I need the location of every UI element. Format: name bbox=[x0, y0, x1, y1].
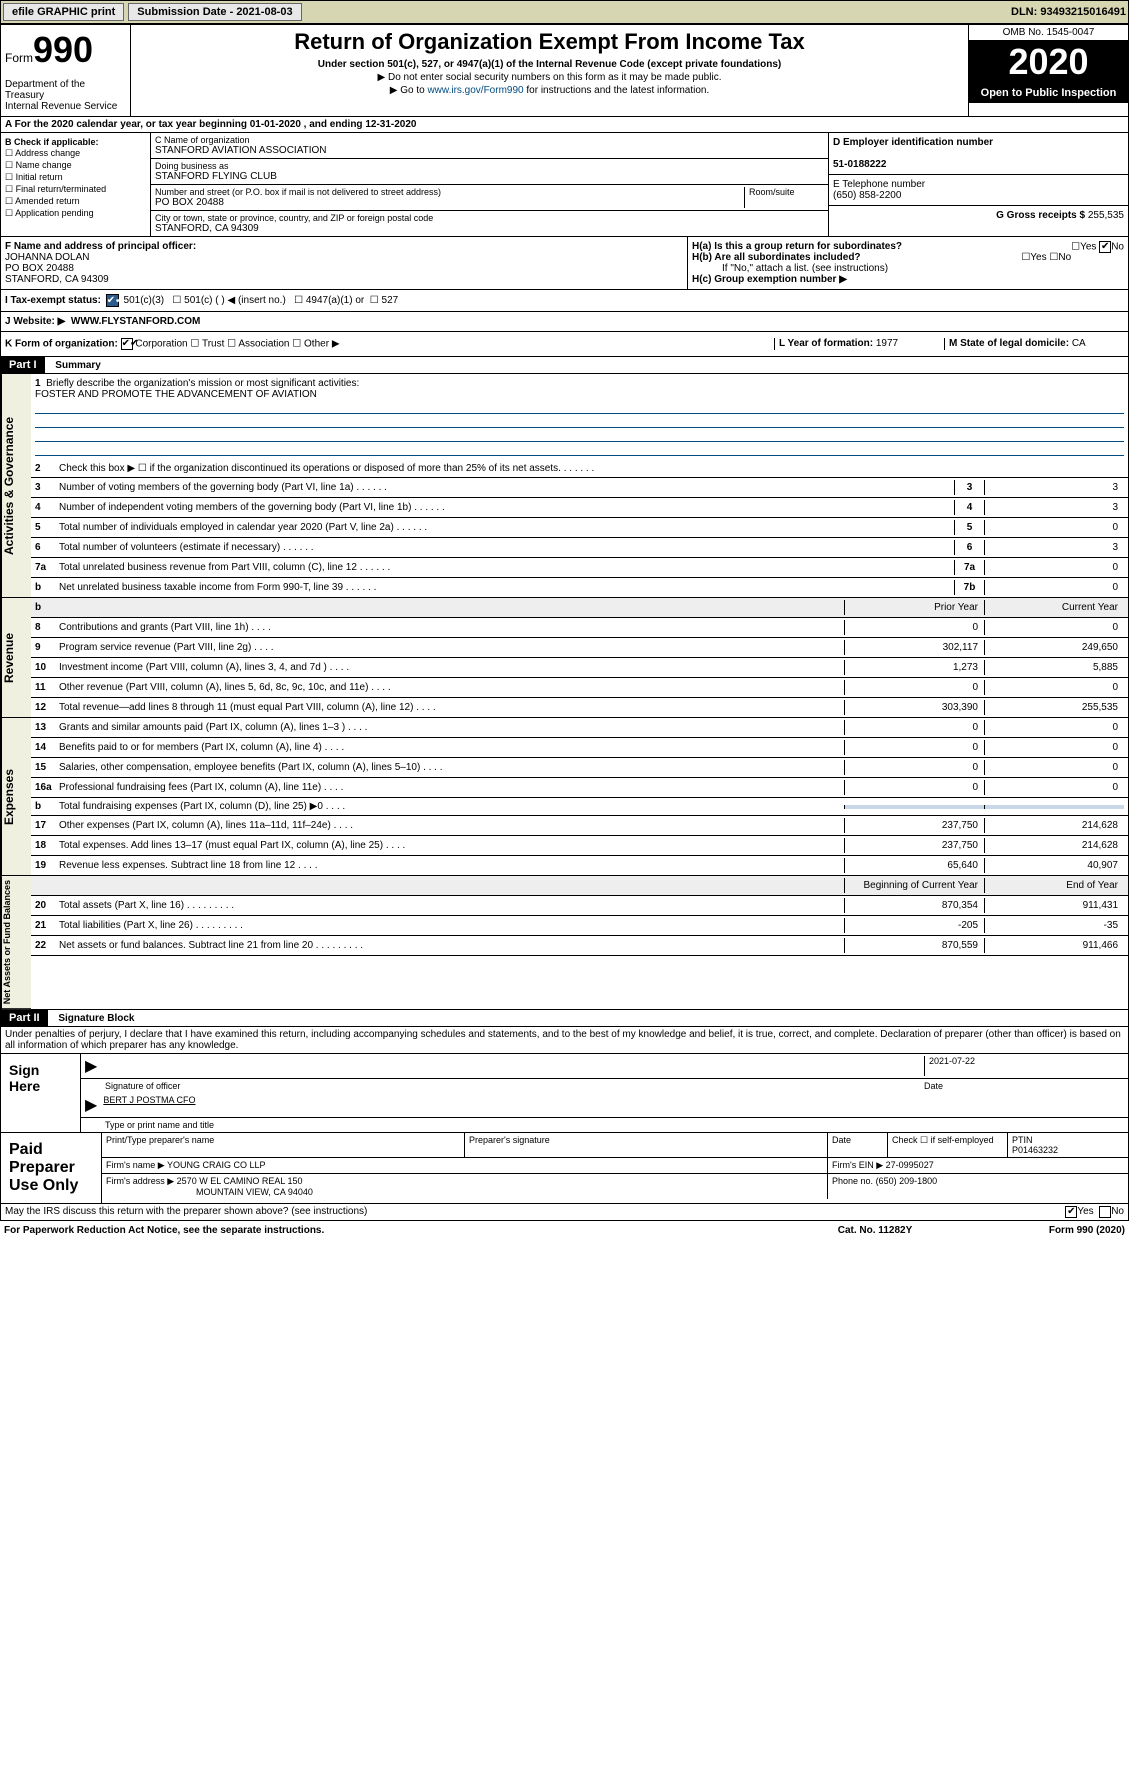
gross-receipts: 255,535 bbox=[1088, 210, 1124, 221]
omb-number: OMB No. 1545-0047 bbox=[969, 25, 1128, 41]
revenue-line: 12Total revenue—add lines 8 through 11 (… bbox=[31, 698, 1128, 718]
identity-block: B Check if applicable: ☐ Address change … bbox=[0, 133, 1129, 237]
check-address-change[interactable]: ☐ Address change bbox=[5, 148, 146, 159]
domicile-state: CA bbox=[1072, 338, 1086, 349]
form-subtitle: Under section 501(c), 527, or 4947(a)(1)… bbox=[135, 59, 964, 70]
ein: 51-0188222 bbox=[833, 159, 886, 170]
summary-line: 4Number of independent voting members of… bbox=[31, 498, 1128, 518]
expense-line: bTotal fundraising expenses (Part IX, co… bbox=[31, 798, 1128, 816]
check-initial-return[interactable]: ☐ Initial return bbox=[5, 172, 146, 183]
k-l-m-row: K Form of organization: ✔ Corporation ☐ … bbox=[0, 332, 1129, 357]
netasset-line: 22Net assets or fund balances. Subtract … bbox=[31, 936, 1128, 956]
form-label: Form bbox=[5, 51, 33, 65]
discuss-row: May the IRS discuss this return with the… bbox=[0, 1204, 1129, 1221]
firm-phone: (650) 209-1800 bbox=[876, 1176, 938, 1186]
revenue-line: 11Other revenue (Part VIII, column (A), … bbox=[31, 678, 1128, 698]
form-number: 990 bbox=[33, 29, 93, 70]
expense-line: 16aProfessional fundraising fees (Part I… bbox=[31, 778, 1128, 798]
check-amended[interactable]: ☐ Amended return bbox=[5, 196, 146, 207]
department: Department of the Treasury Internal Reve… bbox=[5, 79, 126, 112]
dba: STANFORD FLYING CLUB bbox=[155, 171, 277, 182]
expense-line: 17Other expenses (Part IX, column (A), l… bbox=[31, 816, 1128, 836]
summary-line: 7aTotal unrelated business revenue from … bbox=[31, 558, 1128, 578]
expense-line: 14Benefits paid to or for members (Part … bbox=[31, 738, 1128, 758]
summary-line: 6Total number of volunteers (estimate if… bbox=[31, 538, 1128, 558]
check-final-return[interactable]: ☐ Final return/terminated bbox=[5, 184, 146, 195]
ptin: P01463232 bbox=[1012, 1145, 1058, 1155]
paid-preparer-block: Paid Preparer Use Only Print/Type prepar… bbox=[0, 1133, 1129, 1204]
website-url: WWW.FLYSTANFORD.COM bbox=[71, 316, 200, 327]
revenue-section: Revenue bPrior YearCurrent Year 8Contrib… bbox=[0, 598, 1129, 718]
street-address: PO BOX 20488 bbox=[155, 197, 224, 208]
netasset-line: 20Total assets (Part X, line 16) . . . .… bbox=[31, 896, 1128, 916]
expense-line: 19Revenue less expenses. Subtract line 1… bbox=[31, 856, 1128, 876]
city-state-zip: STANFORD, CA 94309 bbox=[155, 223, 259, 234]
form-header: Form990 Department of the Treasury Inter… bbox=[0, 24, 1129, 117]
sign-date: 2021-07-22 bbox=[929, 1056, 975, 1066]
telephone: (650) 858-2200 bbox=[833, 190, 901, 201]
tax-status-row: I Tax-exempt status: ✔ 501(c)(3) ☐ 501(c… bbox=[0, 290, 1129, 312]
officer-name: JOHANNA DOLAN bbox=[5, 252, 683, 263]
website-row: J Website: ▶ WWW.FLYSTANFORD.COM bbox=[0, 312, 1129, 332]
netassets-section: Net Assets or Fund Balances Beginning of… bbox=[0, 876, 1129, 1010]
summary-line: 2Check this box ▶ ☐ if the organization … bbox=[31, 460, 1128, 478]
submission-date: Submission Date - 2021-08-03 bbox=[128, 3, 301, 21]
open-to-public: Open to Public Inspection bbox=[969, 83, 1128, 103]
ha-no-check[interactable] bbox=[1099, 241, 1111, 253]
discuss-yes[interactable] bbox=[1065, 1206, 1077, 1218]
expense-line: 18Total expenses. Add lines 13–17 (must … bbox=[31, 836, 1128, 856]
revenue-line: 10Investment income (Part VIII, column (… bbox=[31, 658, 1128, 678]
officer-group-row: F Name and address of principal officer:… bbox=[0, 237, 1129, 290]
summary-line: 5Total number of individuals employed in… bbox=[31, 518, 1128, 538]
note-2: ▶ Go to www.irs.gov/Form990 for instruct… bbox=[135, 85, 964, 96]
dln: DLN: 93493215016491 bbox=[1011, 6, 1126, 18]
part-2-header: Part II Signature Block bbox=[0, 1010, 1129, 1027]
paperwork-footer: For Paperwork Reduction Act Notice, see … bbox=[0, 1221, 1129, 1240]
note-1: ▶ Do not enter social security numbers o… bbox=[135, 72, 964, 83]
officer-addr1: PO BOX 20488 bbox=[5, 263, 683, 274]
box-c: C Name of organizationSTANFORD AVIATION … bbox=[151, 133, 828, 236]
discuss-no[interactable] bbox=[1099, 1206, 1111, 1218]
expense-line: 15Salaries, other compensation, employee… bbox=[31, 758, 1128, 778]
activities-governance: Activities & Governance 1 Briefly descri… bbox=[0, 374, 1129, 598]
tax-year-line: A For the 2020 calendar year, or tax yea… bbox=[0, 117, 1129, 133]
irs-link[interactable]: www.irs.gov/Form990 bbox=[427, 85, 523, 96]
summary-line: 3Number of voting members of the governi… bbox=[31, 478, 1128, 498]
box-right: D Employer identification number51-01882… bbox=[828, 133, 1128, 236]
org-name: STANFORD AVIATION ASSOCIATION bbox=[155, 145, 327, 156]
expenses-section: Expenses 13Grants and similar amounts pa… bbox=[0, 718, 1129, 876]
firm-name: YOUNG CRAIG CO LLP bbox=[167, 1160, 266, 1170]
check-pending[interactable]: ☐ Application pending bbox=[5, 208, 146, 219]
revenue-line: 8Contributions and grants (Part VIII, li… bbox=[31, 618, 1128, 638]
501c3-check[interactable]: ✔ bbox=[106, 294, 119, 307]
box-b: B Check if applicable: ☐ Address change … bbox=[1, 133, 151, 236]
perjury-text: Under penalties of perjury, I declare th… bbox=[0, 1027, 1129, 1054]
summary-line: bNet unrelated business taxable income f… bbox=[31, 578, 1128, 598]
expense-line: 13Grants and similar amounts paid (Part … bbox=[31, 718, 1128, 738]
check-name-change[interactable]: ☐ Name change bbox=[5, 160, 146, 171]
firm-addr: 2570 W EL CAMINO REAL 150 bbox=[177, 1176, 303, 1186]
sign-here-block: Sign Here ▶2021-07-22 Signature of offic… bbox=[0, 1054, 1129, 1133]
part-1-header: Part I Summary bbox=[0, 357, 1129, 374]
revenue-line: 9Program service revenue (Part VIII, lin… bbox=[31, 638, 1128, 658]
efile-button[interactable]: efile GRAPHIC print bbox=[3, 3, 124, 21]
firm-ein: 27-0995027 bbox=[886, 1160, 934, 1170]
corp-check[interactable]: ✔ bbox=[121, 338, 133, 350]
officer-addr2: STANFORD, CA 94309 bbox=[5, 274, 683, 285]
top-bar: efile GRAPHIC print Submission Date - 20… bbox=[0, 0, 1129, 24]
mission-text: FOSTER AND PROMOTE THE ADVANCEMENT OF AV… bbox=[35, 389, 317, 400]
year-formed: 1977 bbox=[876, 338, 898, 349]
officer-print-name: BERT J POSTMA CFO bbox=[103, 1095, 195, 1115]
tax-year: 2020 bbox=[969, 41, 1128, 83]
form-title: Return of Organization Exempt From Incom… bbox=[135, 29, 964, 55]
netasset-line: 21Total liabilities (Part X, line 26) . … bbox=[31, 916, 1128, 936]
